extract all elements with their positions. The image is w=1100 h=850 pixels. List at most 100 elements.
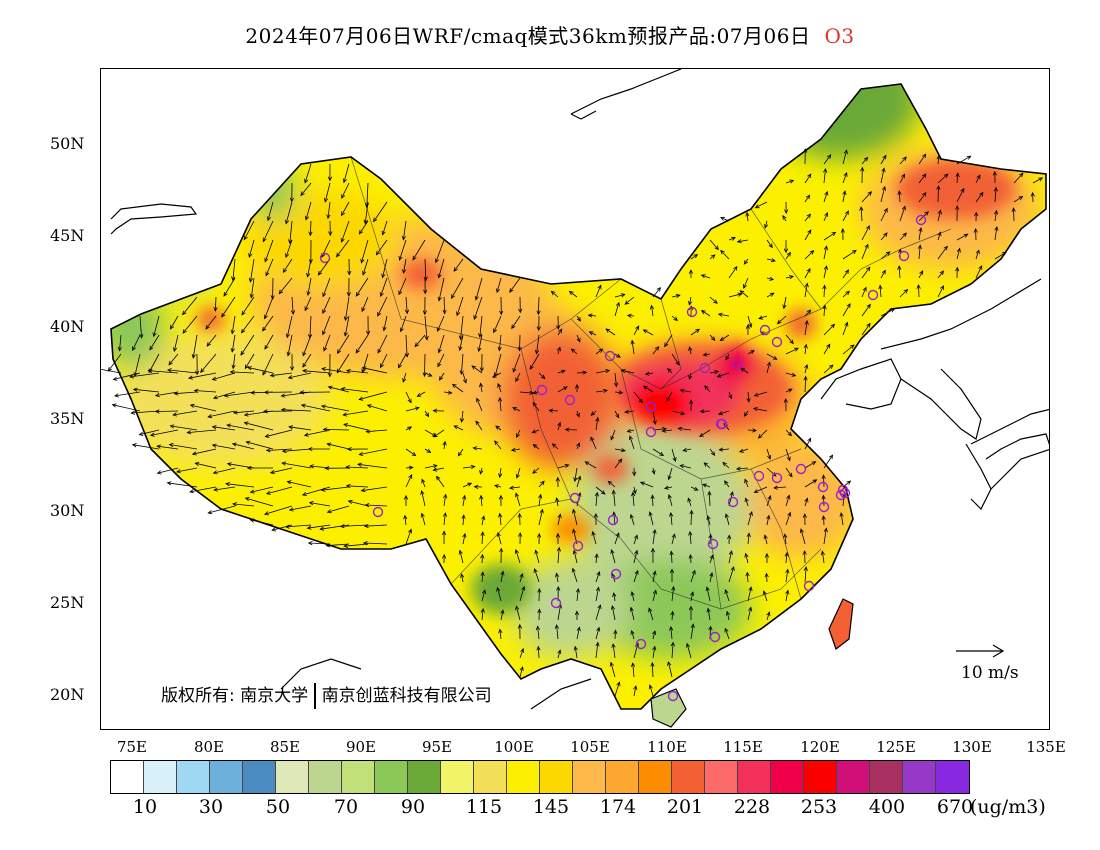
wind-vector xyxy=(443,296,446,314)
wind-vector xyxy=(690,624,694,640)
wind-vector-head xyxy=(689,509,694,515)
wind-vector-head xyxy=(432,464,438,469)
wind-vector xyxy=(208,505,236,514)
wind-vector-head xyxy=(642,385,648,390)
wind-vector xyxy=(728,391,732,399)
wind-vector xyxy=(823,454,833,469)
wind-vector xyxy=(804,461,816,469)
wind-vector-head xyxy=(866,322,871,328)
wind-vector-head xyxy=(416,392,422,397)
wind-vector xyxy=(664,334,673,347)
wind-vector-head xyxy=(978,265,983,270)
wind-vector-head xyxy=(302,351,307,357)
wind-vector-head xyxy=(182,329,187,334)
wind-vector-head xyxy=(744,478,749,484)
wind-vector xyxy=(643,329,654,336)
wind-vector-head xyxy=(881,185,886,191)
wind-vector xyxy=(132,334,141,351)
wind-vector xyxy=(652,410,656,425)
wind-vector-head xyxy=(366,330,371,336)
wind-vector xyxy=(589,331,597,336)
wind-vector xyxy=(405,296,408,314)
wind-vector-head xyxy=(916,284,921,289)
wind-vector-head xyxy=(766,361,771,367)
wind-vector xyxy=(614,391,623,394)
wind-vector xyxy=(766,353,777,360)
wind-vector xyxy=(608,480,616,488)
wind-vector xyxy=(519,391,534,394)
wind-vector-head xyxy=(377,311,382,317)
wind-vector-head xyxy=(918,226,923,232)
wind-vector-head xyxy=(112,376,118,381)
wind-vector-head xyxy=(568,290,574,296)
wind-vector xyxy=(703,353,711,356)
wind-vector xyxy=(519,586,525,602)
wind-vector xyxy=(461,574,464,583)
wind-vector-head xyxy=(860,166,865,172)
wind-vector-head xyxy=(358,396,364,401)
wind-vector-head xyxy=(745,324,751,329)
wind-vector xyxy=(497,383,502,393)
wind-vector xyxy=(918,153,927,165)
wind-vector-head xyxy=(689,305,694,310)
wind-vector-head xyxy=(960,187,965,193)
wind-vector xyxy=(232,353,236,369)
wind-vector xyxy=(534,568,540,583)
wind-vector-head xyxy=(710,336,716,341)
station-marker xyxy=(803,580,815,592)
wind-vector-head xyxy=(481,515,486,521)
wind-vector xyxy=(783,296,787,309)
wind-vector xyxy=(595,604,601,621)
wind-vector xyxy=(348,500,369,507)
wind-vector-head xyxy=(131,443,137,448)
wind-vector-head xyxy=(615,301,620,307)
wind-vector-head xyxy=(166,368,172,373)
wind-vector-head xyxy=(709,572,714,577)
wind-vector-head xyxy=(402,269,407,274)
wind-vector-head xyxy=(499,547,504,553)
wind-vector xyxy=(701,274,711,279)
wind-vector-head xyxy=(789,179,795,184)
wind-vector-head xyxy=(791,372,797,377)
wind-vector xyxy=(823,168,826,184)
wind-vector xyxy=(880,208,888,222)
legend-tick-400: 400 xyxy=(868,796,906,818)
wind-vector-head xyxy=(326,509,332,514)
wind-vector-head xyxy=(922,173,927,179)
wind-vector xyxy=(880,168,885,184)
wind-vector-head xyxy=(187,375,193,380)
wind-vector xyxy=(1032,177,1043,184)
wind-vector-head xyxy=(955,172,960,178)
wind-vector xyxy=(690,554,692,564)
wind-vector xyxy=(266,448,293,451)
wind-vector-head xyxy=(644,371,650,376)
wind-vector xyxy=(861,225,870,241)
wind-vector-head xyxy=(462,378,467,384)
wind-vector-head xyxy=(364,503,370,508)
wind-vector-head xyxy=(631,491,636,497)
wind-vector-head xyxy=(467,482,473,487)
wind-vector xyxy=(227,424,255,431)
wind-vector-head xyxy=(556,325,561,330)
wind-vector-head xyxy=(240,328,246,334)
wind-vector-head xyxy=(789,339,794,345)
wind-vector xyxy=(605,328,616,336)
wind-vector xyxy=(282,448,312,452)
wind-vector xyxy=(399,239,407,261)
wind-vector-head xyxy=(476,397,481,403)
wind-vector-head xyxy=(615,532,620,538)
wind-vector xyxy=(246,441,274,450)
wind-vector xyxy=(842,303,851,317)
wind-vector-head xyxy=(594,553,599,559)
wind-vector-head xyxy=(784,209,789,215)
wind-vector-head xyxy=(191,353,196,359)
wind-vector xyxy=(595,285,602,298)
wind-vector-head xyxy=(300,191,305,197)
wind-vector-head xyxy=(498,512,503,518)
wind-vector-head xyxy=(611,643,616,648)
wind-vector-head xyxy=(539,508,544,514)
wind-vector-head xyxy=(936,185,941,190)
wind-vector xyxy=(267,201,274,221)
wind-vector xyxy=(861,266,871,279)
wind-vector xyxy=(707,608,711,621)
